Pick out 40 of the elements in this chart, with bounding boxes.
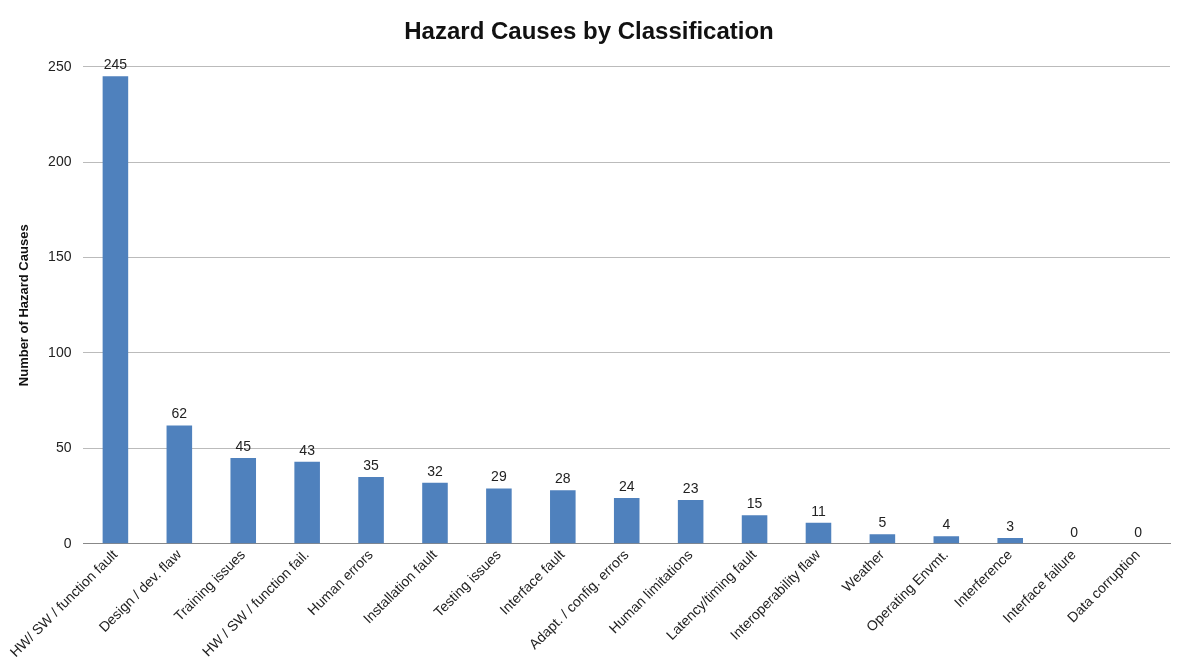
bar <box>997 538 1023 544</box>
bar <box>358 477 384 544</box>
data-label: 15 <box>746 495 763 512</box>
bar <box>550 490 576 544</box>
data-label: 5 <box>878 514 887 531</box>
bar <box>166 425 193 544</box>
data-label: 0 <box>1134 523 1143 540</box>
data-label: 11 <box>811 502 826 519</box>
data-label: 24 <box>618 477 635 494</box>
data-label: 28 <box>555 470 571 487</box>
data-label: 245 <box>103 56 128 73</box>
data-label: 62 <box>171 405 188 422</box>
bar <box>741 515 768 544</box>
bar <box>294 461 320 544</box>
bar <box>869 534 896 544</box>
y-tick-label: 200 <box>48 153 72 170</box>
bar <box>677 499 704 544</box>
data-label: 43 <box>299 441 316 458</box>
bar <box>933 536 960 544</box>
y-tick-label: 100 <box>48 343 72 360</box>
bar <box>805 522 832 544</box>
bar <box>230 457 257 544</box>
data-label: 32 <box>427 462 443 479</box>
bar <box>613 498 640 544</box>
data-label: 23 <box>682 479 699 496</box>
data-label: 0 <box>1070 523 1079 540</box>
data-label: 35 <box>363 456 380 473</box>
y-tick-label: 50 <box>55 439 72 456</box>
chart-title: Hazard Causes by Classification <box>404 17 774 45</box>
data-label: 4 <box>942 516 951 533</box>
data-label: 3 <box>1006 517 1015 534</box>
y-tick-label: 250 <box>48 57 72 74</box>
data-label: 45 <box>235 437 252 454</box>
data-label: 29 <box>491 468 507 485</box>
bar <box>422 482 448 544</box>
bar <box>102 76 129 544</box>
y-tick-label: 150 <box>48 248 72 265</box>
y-axis-title: Number of Hazard Causes <box>15 224 31 387</box>
y-tick-label: 0 <box>63 534 72 551</box>
bar <box>486 488 512 544</box>
